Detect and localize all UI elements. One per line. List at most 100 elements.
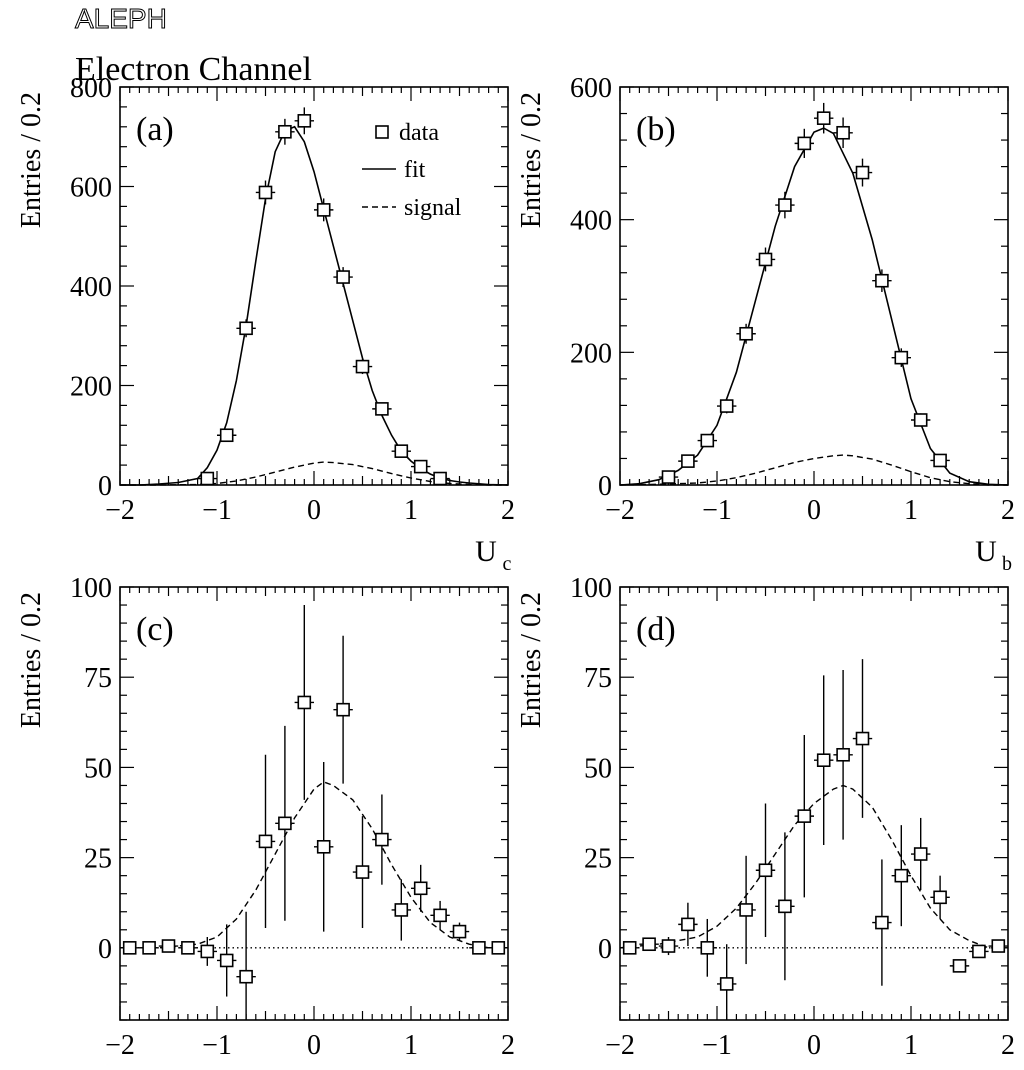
data-marker	[472, 941, 486, 955]
data-point	[852, 158, 873, 187]
data-point	[755, 247, 776, 272]
data-point	[255, 754, 276, 928]
data-point	[488, 941, 508, 955]
data-marker	[355, 359, 370, 374]
data-marker	[394, 903, 409, 917]
data-marker	[972, 944, 986, 959]
y-tick-label: 25	[584, 844, 612, 875]
data-marker	[952, 959, 967, 973]
data-point	[775, 191, 795, 219]
data-point	[333, 635, 353, 784]
legend-signal-label: signal	[404, 195, 462, 221]
data-point	[314, 762, 334, 932]
y-tick-label: 100	[570, 573, 612, 604]
x-tick-label: 1	[904, 1030, 918, 1061]
data-marker	[239, 321, 253, 336]
x-tick-label: 2	[501, 1030, 515, 1061]
data-marker	[681, 454, 695, 468]
data-marker	[122, 941, 137, 955]
data-marker	[316, 839, 331, 854]
data-marker	[933, 453, 947, 468]
data-marker	[894, 868, 909, 883]
x-tick-label: −1	[202, 495, 232, 526]
y-axis-label: Entries / 0.2	[516, 92, 547, 228]
x-tick-label: −1	[202, 1030, 232, 1061]
y-tick-label: 600	[70, 173, 112, 204]
x-axis-label-subscript: c	[503, 553, 512, 575]
data-marker	[739, 326, 753, 341]
data-marker	[239, 969, 253, 984]
y-axis-label: Entries / 0.2	[516, 592, 547, 728]
x-tick-label: 0	[307, 495, 321, 526]
data-marker	[219, 953, 234, 968]
data-point	[333, 267, 353, 287]
fit-curve	[619, 127, 1009, 486]
data-point	[814, 675, 834, 845]
data-marker	[933, 890, 947, 905]
panel-label: (b)	[636, 111, 676, 148]
y-tick-label: 600	[570, 73, 612, 104]
panel-label: (c)	[136, 611, 174, 648]
data-marker	[661, 470, 676, 484]
legend: data fit signal	[362, 120, 462, 221]
signal-curve	[619, 454, 1008, 486]
data-point	[120, 941, 140, 955]
data-point	[430, 900, 450, 930]
data-point	[158, 939, 179, 953]
data-point	[794, 128, 814, 158]
data-marker	[758, 252, 773, 267]
y-tick-label: 0	[98, 471, 112, 502]
y-tick-label: 200	[570, 338, 612, 369]
x-axis-label: U	[975, 535, 997, 568]
data-point	[736, 323, 756, 344]
x-tick-label: 1	[404, 495, 418, 526]
y-tick-label: 0	[598, 471, 612, 502]
y-axis-label: Entries / 0.2	[16, 592, 47, 728]
data-point	[833, 669, 853, 840]
data-marker	[181, 941, 195, 955]
data-marker	[258, 834, 273, 849]
data-marker	[778, 198, 792, 212]
data-marker	[836, 747, 850, 762]
data-point	[391, 444, 411, 458]
data-point	[775, 832, 795, 981]
data-marker	[681, 917, 695, 932]
data-point	[639, 937, 659, 952]
data-marker	[142, 941, 156, 955]
data-marker	[200, 944, 215, 959]
data-point	[275, 725, 295, 921]
data-marker	[642, 937, 656, 952]
data-marker	[797, 136, 812, 151]
x-tick-label: 0	[807, 495, 821, 526]
x-tick-label: 1	[904, 495, 918, 526]
y-tick-label: 400	[570, 206, 612, 237]
data-point	[411, 864, 431, 912]
data-point	[178, 941, 198, 955]
x-tick-label: −2	[105, 1030, 135, 1061]
data-point	[852, 659, 873, 818]
data-point	[391, 879, 411, 941]
data-point	[236, 911, 256, 1020]
data-point	[794, 734, 814, 898]
data-point	[678, 454, 698, 468]
data-point	[294, 107, 314, 135]
data-marker	[797, 809, 812, 823]
plot-frame	[619, 86, 1009, 486]
data-marker	[758, 863, 773, 878]
data-marker	[394, 444, 409, 458]
x-tick-label: −2	[105, 495, 135, 526]
y-tick-label: 50	[84, 753, 112, 784]
data-marker	[413, 459, 428, 474]
y-tick-label: 25	[84, 844, 112, 875]
data-point	[430, 471, 450, 486]
data-marker	[297, 114, 312, 128]
data-marker	[836, 125, 850, 140]
y-tick-label: 75	[584, 663, 612, 694]
data-point	[275, 118, 295, 145]
data-point	[658, 937, 679, 956]
data-marker	[739, 903, 753, 917]
data-point	[697, 918, 717, 977]
x-tick-label: 2	[501, 495, 515, 526]
y-tick-label: 75	[84, 663, 112, 694]
